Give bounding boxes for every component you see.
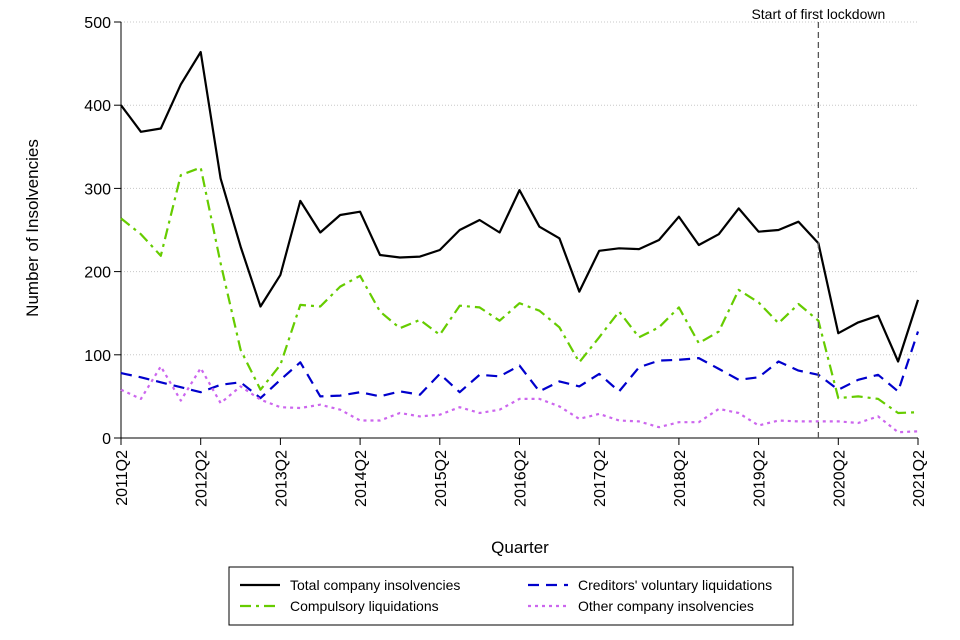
x-tick-label: 2019Q2: [752, 450, 769, 507]
x-tick-label: 2011Q2: [114, 450, 131, 506]
annotations: Start of first lockdown: [751, 6, 885, 438]
x-tick-label: 2018Q2: [672, 450, 689, 507]
y-tick-label: 200: [84, 265, 111, 282]
y-tick-label: 300: [84, 181, 111, 198]
series-line: [120, 365, 919, 434]
legend-label: Creditors' voluntary liquidations: [578, 577, 772, 593]
x-tick-label: 2016Q2: [513, 450, 530, 507]
y-tick-label: 400: [84, 98, 111, 115]
y-tick-label: 100: [84, 348, 111, 365]
legend-label: Other company insolvencies: [578, 598, 754, 614]
legend: Total company insolvencies Creditors' vol…: [228, 566, 794, 626]
x-tick-label: 2013Q2: [273, 450, 290, 507]
x-tick-label: 2021Q2: [911, 450, 928, 507]
x-tick-label: 2012Q2: [194, 450, 211, 507]
series-lines: [120, 50, 920, 434]
x-tick-label: 2017Q2: [592, 450, 609, 507]
gridlines: [121, 21, 918, 356]
x-tick-label: 2020Q2: [831, 450, 848, 507]
series-line: [120, 166, 919, 415]
x-tick-label: 2014Q2: [353, 450, 370, 507]
x-tick-label: 2015Q2: [433, 450, 450, 507]
series-line: [120, 50, 920, 363]
legend-box: [228, 566, 794, 626]
y-tick-label: 500: [84, 15, 111, 32]
lockdown-annotation: Start of first lockdown: [751, 6, 885, 22]
series-line: [120, 331, 920, 400]
legend-label: Compulsory liquidations: [290, 598, 439, 614]
y-tick-label: 0: [102, 431, 111, 448]
x-axis-title: Quarter: [491, 538, 549, 557]
y-axis-title: Number of Insolvencies: [23, 139, 42, 317]
legend-label: Total company insolvencies: [290, 577, 460, 593]
axes: 0 100 200 300 400 500 2011Q2 2012Q2 2013Q2 2014Q2…: [84, 15, 928, 507]
